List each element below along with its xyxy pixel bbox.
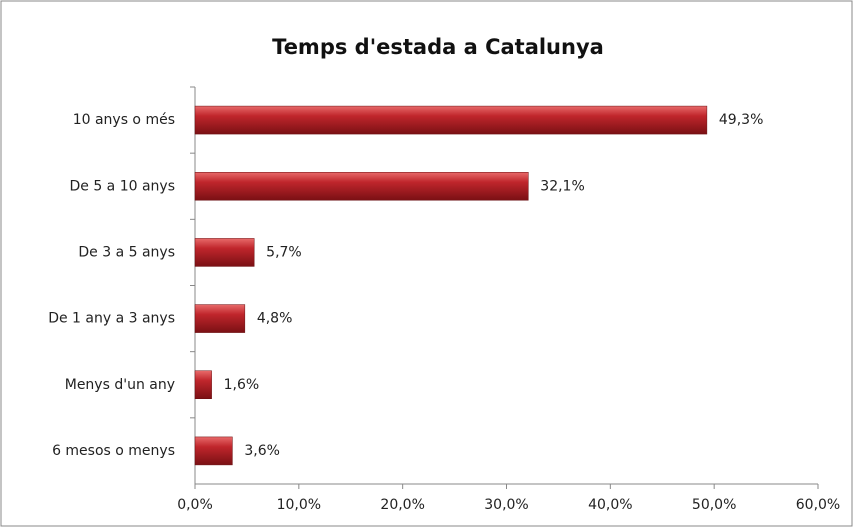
y-tick-label: De 5 a 10 anys (69, 178, 175, 194)
y-tick-label: 6 mesos o menys (52, 443, 175, 459)
bar (194, 105, 708, 135)
data-label: 4,8% (257, 311, 293, 327)
y-tick-label: 10 anys o més (73, 112, 175, 128)
y-tick-label: Menys d'un any (65, 377, 175, 393)
data-label: 1,6% (224, 377, 260, 393)
y-tick-label: De 3 a 5 anys (78, 244, 175, 260)
data-label: 5,7% (266, 244, 302, 260)
bar (194, 370, 212, 399)
x-tick-label: 30,0% (484, 497, 528, 513)
x-tick-label: 10,0% (277, 497, 321, 513)
data-label: 32,1% (540, 178, 584, 194)
bar (194, 436, 233, 466)
bar (194, 304, 246, 333)
data-label: 49,3% (719, 112, 763, 128)
x-tick-label: 0,0% (177, 497, 213, 513)
x-tick-label: 20,0% (380, 497, 424, 513)
chart-title: Temps d'estada a Catalunya (272, 35, 604, 59)
x-tick-label: 50,0% (692, 497, 736, 513)
bar (194, 172, 529, 201)
x-tick-label: 40,0% (588, 497, 632, 513)
x-tick-label: 60,0% (796, 497, 840, 513)
data-label: 3,6% (244, 443, 280, 459)
bar (194, 238, 255, 267)
y-tick-label: De 1 any a 3 anys (48, 311, 175, 327)
